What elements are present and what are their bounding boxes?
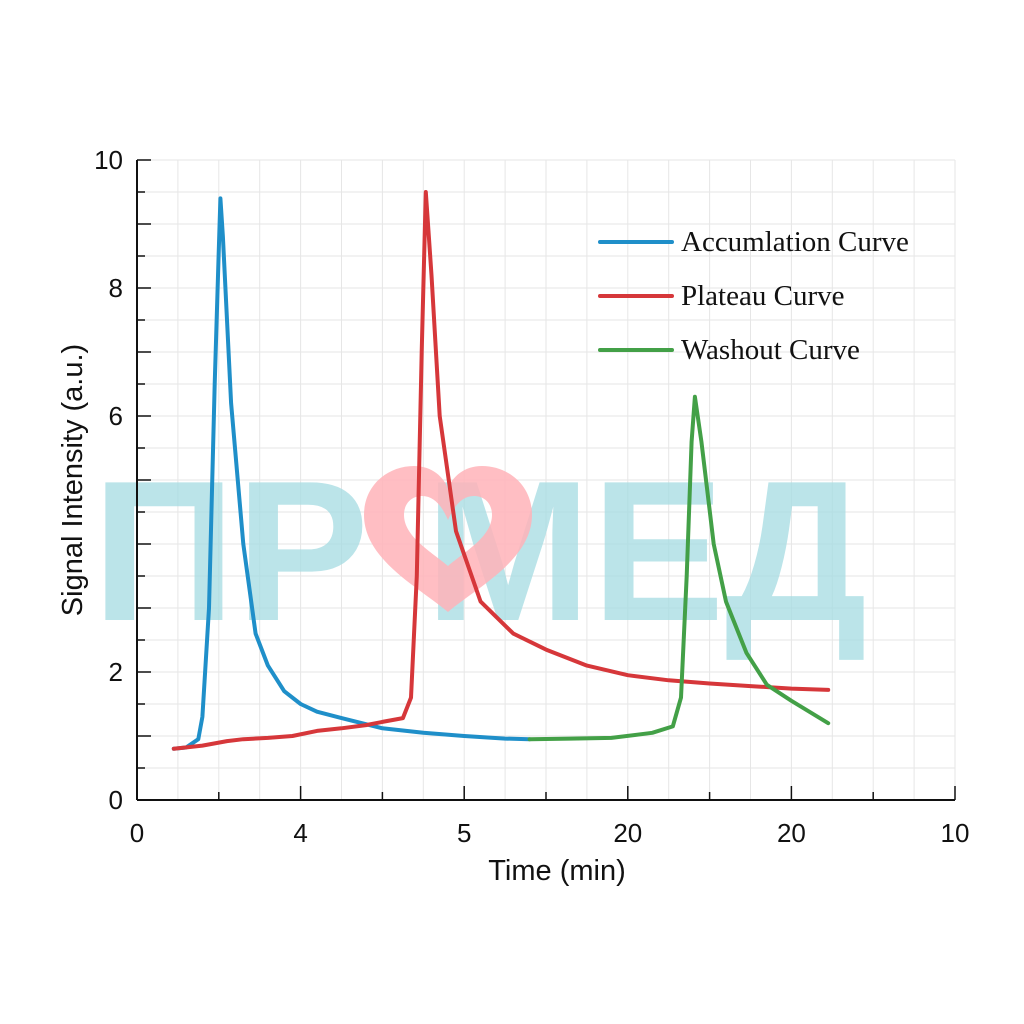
legend-label-washout-curve: Washout Curve (681, 334, 860, 366)
x-tick-label: 4 (293, 818, 307, 848)
y-tick-label: 6 (109, 401, 123, 431)
x-tick-label: 20 (777, 818, 806, 848)
y-tick-label: 2 (109, 657, 123, 687)
series-line-washout-curve (527, 394, 831, 742)
x-axis-title: Time (min) (488, 855, 625, 887)
legend-label-plateau-curve: Plateau Curve (681, 280, 844, 312)
series-group (171, 190, 831, 751)
x-tick-label: 20 (613, 818, 642, 848)
x-tick-label: 0 (130, 818, 144, 848)
legend-label-accumlation-curve: Accumlation Curve (681, 226, 909, 258)
y-axis-title: Signal Intensity (a.u.) (57, 344, 89, 616)
x-tick-label: 10 (941, 818, 970, 848)
series-line-plateau-curve (171, 190, 831, 751)
x-tick-label: 5 (457, 818, 471, 848)
series-line-accumlation-curve (171, 196, 532, 751)
y-tick-label: 8 (109, 273, 123, 303)
legend: Accumlation Curve Plateau Curve Washout Cu… (598, 226, 909, 366)
watermark: ПР МЕД (92, 440, 867, 663)
y-tick-label: 0 (109, 785, 123, 815)
grid (136, 159, 956, 801)
axes: 0 4 5 20 20 10 0 2 6 8 10 (94, 145, 969, 848)
y-tick-label: 10 (94, 145, 123, 175)
watermark-heart-icon (364, 466, 532, 612)
